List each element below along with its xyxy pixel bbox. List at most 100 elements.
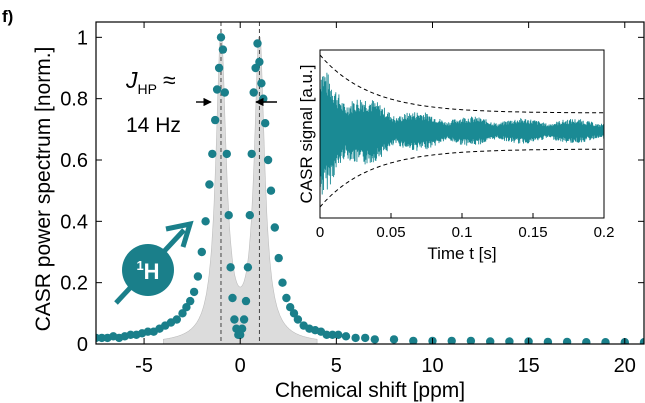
- y-tick-label: 0.6: [60, 150, 88, 172]
- j-value: 14 Hz: [126, 114, 181, 137]
- x-tick-label: 20: [614, 355, 636, 377]
- data-point: [293, 315, 303, 324]
- y-tick-label: 0.8: [60, 89, 88, 111]
- data-point: [228, 293, 237, 303]
- data-point: [447, 336, 456, 344]
- data-point: [361, 333, 370, 343]
- data-point: [266, 186, 276, 195]
- inset-x-ticks: 0 0.05 0.1 0.15 0.2: [316, 213, 615, 241]
- data-point: [212, 85, 222, 94]
- data-point: [222, 149, 231, 159]
- main-axes-box: [95, 21, 645, 345]
- data-point: [205, 180, 214, 189]
- coupling-annotation: JHP ≈ 14 Hz: [125, 67, 277, 137]
- nucleus-badge: 1H: [114, 220, 194, 305]
- data-point: [182, 303, 191, 312]
- data-point: [249, 88, 258, 97]
- data-point: [601, 338, 610, 344]
- data-point: [189, 287, 199, 297]
- data-point: [237, 324, 247, 333]
- data-point: [201, 217, 210, 226]
- nucleus-circle: [122, 244, 174, 296]
- data-point: [289, 309, 299, 318]
- data-point: [270, 223, 279, 232]
- data-point: [186, 296, 195, 306]
- inset-x-tick-label: 0.05: [376, 224, 405, 241]
- data-point: [220, 88, 229, 97]
- data-point: [639, 338, 644, 344]
- x-tick-label: 0: [235, 355, 246, 377]
- inset-x-axis-label: Time t [s]: [427, 244, 496, 263]
- main-plot: -5 0 5 10 15 20 00.20.40.60.81 Chemical shift…: [32, 21, 645, 402]
- x-tick-label: 15: [518, 355, 540, 377]
- data-point: [466, 336, 476, 344]
- data-point: [341, 332, 351, 341]
- j-symbol: J: [125, 67, 138, 93]
- data-point: [241, 296, 251, 306]
- x-axis-label: Chemical shift [ppm]: [275, 379, 465, 402]
- data-point: [226, 263, 235, 272]
- x-tick-label: 10: [421, 355, 443, 377]
- x-ticks: -5 0 5 10 15 20: [135, 22, 636, 377]
- data-point: [278, 278, 287, 287]
- data-point: [486, 337, 495, 344]
- signal-trace: [319, 72, 605, 195]
- nucleus-label: 1H: [136, 258, 159, 284]
- data-point: [263, 155, 273, 165]
- approx-sign: ≈: [163, 67, 176, 93]
- data-point: [409, 336, 418, 344]
- y-tick-label: 0.4: [60, 211, 88, 233]
- peak-guides: [220, 22, 260, 344]
- data-point: [582, 338, 591, 344]
- data-point: [143, 327, 153, 336]
- data-point: [351, 333, 360, 343]
- data-point: [230, 315, 239, 324]
- panel-label: f): [2, 7, 13, 26]
- data-point: [370, 335, 379, 344]
- inset-x-tick-label: 0.2: [594, 224, 615, 241]
- nucleus-mass: 1: [136, 258, 143, 273]
- inset-envelope: [319, 54, 604, 208]
- inset-signal-trace: [319, 72, 605, 195]
- data-point: [255, 57, 264, 67]
- inset-y-axis-label: CASR signal [a.u.]: [297, 65, 316, 204]
- data-point: [211, 115, 220, 125]
- y-tick-label: 1: [77, 27, 88, 49]
- nucleus-element: H: [144, 259, 160, 284]
- j-label: JHP ≈: [125, 67, 176, 97]
- data-point: [208, 149, 217, 159]
- y-tick-label: 0: [77, 334, 88, 356]
- data-point: [218, 45, 228, 54]
- data-point: [261, 119, 270, 128]
- data-point: [193, 272, 203, 281]
- spectrum-points: [96, 33, 644, 344]
- inset-plot: 0 0.05 0.1 0.15 0.2 Time t [s] CASR signal […: [297, 49, 615, 263]
- data-point: [214, 63, 224, 73]
- inset-x-tick-label: 0.15: [518, 224, 547, 241]
- data-point: [239, 315, 249, 324]
- data-point: [224, 211, 233, 220]
- data-point: [505, 337, 514, 344]
- data-point: [245, 211, 254, 220]
- data-point: [251, 63, 260, 73]
- data-point: [126, 330, 135, 339]
- x-tick-label: 5: [331, 355, 342, 377]
- data-point: [257, 79, 266, 88]
- spin-arrow-head: [165, 220, 194, 248]
- lower-envelope: [319, 148, 604, 208]
- data-point: [389, 335, 399, 344]
- data-point: [253, 39, 262, 48]
- data-point: [334, 330, 343, 339]
- data-point: [562, 337, 572, 344]
- j-subscript: HP: [138, 81, 157, 97]
- data-point: [328, 330, 337, 339]
- data-point: [216, 33, 226, 42]
- x-tick-label: -5: [135, 355, 153, 377]
- data-point: [286, 303, 295, 312]
- lorentzian-fill: [163, 37, 318, 344]
- inset-x-tick-label: 0: [316, 224, 324, 241]
- data-point: [178, 309, 187, 318]
- data-point: [543, 337, 553, 344]
- y-ticks: 0 0.2 0.4 0.6 0.8 1: [60, 27, 644, 356]
